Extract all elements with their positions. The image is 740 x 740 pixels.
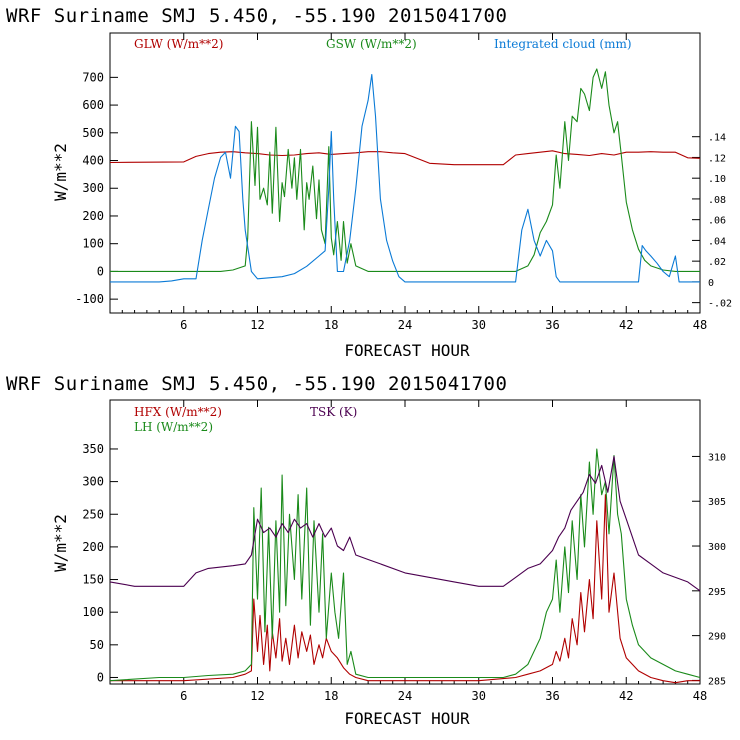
y-tick-label: 600	[82, 98, 104, 112]
y-tick-label: 700	[82, 70, 104, 84]
x-tick-label: 30	[472, 318, 486, 332]
y2-tick-label: .10	[708, 174, 726, 185]
y-tick-label: 100	[82, 237, 104, 251]
series-line-hfx	[110, 494, 700, 684]
y-tick-label: 300	[82, 181, 104, 195]
y-tick-label: 100	[82, 605, 104, 619]
series-line-tsk	[109, 455, 701, 592]
x-axis-label: FORECAST HOUR	[344, 341, 470, 360]
y2-tick-label: .14	[708, 133, 726, 144]
series-line-lh	[109, 448, 701, 682]
y2-tick-label: .06	[708, 216, 726, 227]
y-tick-label: 50	[90, 638, 104, 652]
x-tick-label: 30	[472, 689, 486, 703]
y-tick-label: 150	[82, 573, 104, 587]
y2-tick-label: -.02	[708, 299, 732, 310]
y-tick-label: 200	[82, 540, 104, 554]
y2-tick-label: 0	[708, 278, 714, 289]
x-tick-label: 48	[693, 318, 707, 332]
y-tick-label: -100	[75, 292, 104, 306]
y-tick-label: 250	[82, 507, 104, 521]
x-tick-label: 36	[545, 689, 559, 703]
y-tick-label: 300	[82, 475, 104, 489]
legend-integrated-cloud: Integrated cloud (mm)	[494, 37, 632, 51]
plot-area: 6 12 18 24 30 36 42 48 0 50 100 150 200 250 300 350 285 2…	[82, 399, 726, 703]
y2-tick-label: 300	[708, 542, 726, 553]
x-tick-label: 12	[250, 318, 264, 332]
y-tick-label: 200	[82, 209, 104, 223]
chart-title: WRF Suriname SMJ 5.450, -55.190 20150417…	[6, 5, 507, 27]
x-tick-label: 24	[398, 689, 412, 703]
y2-tick-label: 285	[708, 676, 726, 687]
bottom-chart: WRF Suriname SMJ 5.450, -55.190 20150417…	[6, 373, 726, 728]
top-chart: WRF Suriname SMJ 5.450, -55.190 20150417…	[6, 5, 732, 360]
y-tick-label: 350	[82, 442, 104, 456]
legend-gsw: GSW (W/m**2)	[326, 37, 417, 51]
y2-tick-label: 310	[708, 452, 726, 463]
x-tick-label: 42	[619, 318, 633, 332]
legend-lh: LH (W/m**2)	[134, 420, 213, 434]
legend-tsk: TSK (K)	[310, 405, 357, 419]
series-line-glw	[109, 150, 701, 166]
y-axis-label: W/m**2	[51, 143, 70, 201]
y-tick-label: 400	[82, 154, 104, 168]
plot-frame	[109, 399, 701, 685]
y2-tick-label: 290	[708, 632, 726, 643]
x-tick-label: 24	[398, 318, 412, 332]
y2-tick-label: 305	[708, 497, 726, 508]
x-tick-label: 36	[545, 318, 559, 332]
series-line-integrated	[110, 73, 700, 283]
y-tick-label: 500	[82, 126, 104, 140]
y2-tick-label: .02	[708, 257, 726, 268]
x-tick-label: 6	[180, 689, 187, 703]
x-tick-label: 12	[250, 689, 264, 703]
x-tick-label: 18	[324, 689, 338, 703]
legend-hfx: HFX (W/m**2)	[134, 405, 222, 419]
series-line-gsw	[110, 68, 700, 272]
y-tick-label: 0	[97, 264, 104, 278]
legend-glw: GLW (W/m**2)	[134, 37, 223, 51]
plot-area: 6 12 18 24 30 36 42 48 -100 0 100 200 300 400 500 600 70…	[75, 32, 732, 332]
x-axis-label: FORECAST HOUR	[344, 709, 470, 728]
y2-tick-label: 295	[708, 587, 726, 598]
chart-title: WRF Suriname SMJ 5.450, -55.190 20150417…	[6, 373, 507, 395]
y2-tick-label: .04	[708, 236, 726, 247]
x-tick-label: 42	[619, 689, 633, 703]
x-tick-label: 6	[180, 318, 187, 332]
y2-tick-label: .12	[708, 153, 726, 164]
y2-tick-label: .08	[708, 195, 726, 206]
x-tick-label: 18	[324, 318, 338, 332]
y-axis-label: W/m**2	[51, 514, 70, 572]
y-tick-label: 0	[97, 670, 104, 684]
x-tick-label: 48	[693, 689, 707, 703]
